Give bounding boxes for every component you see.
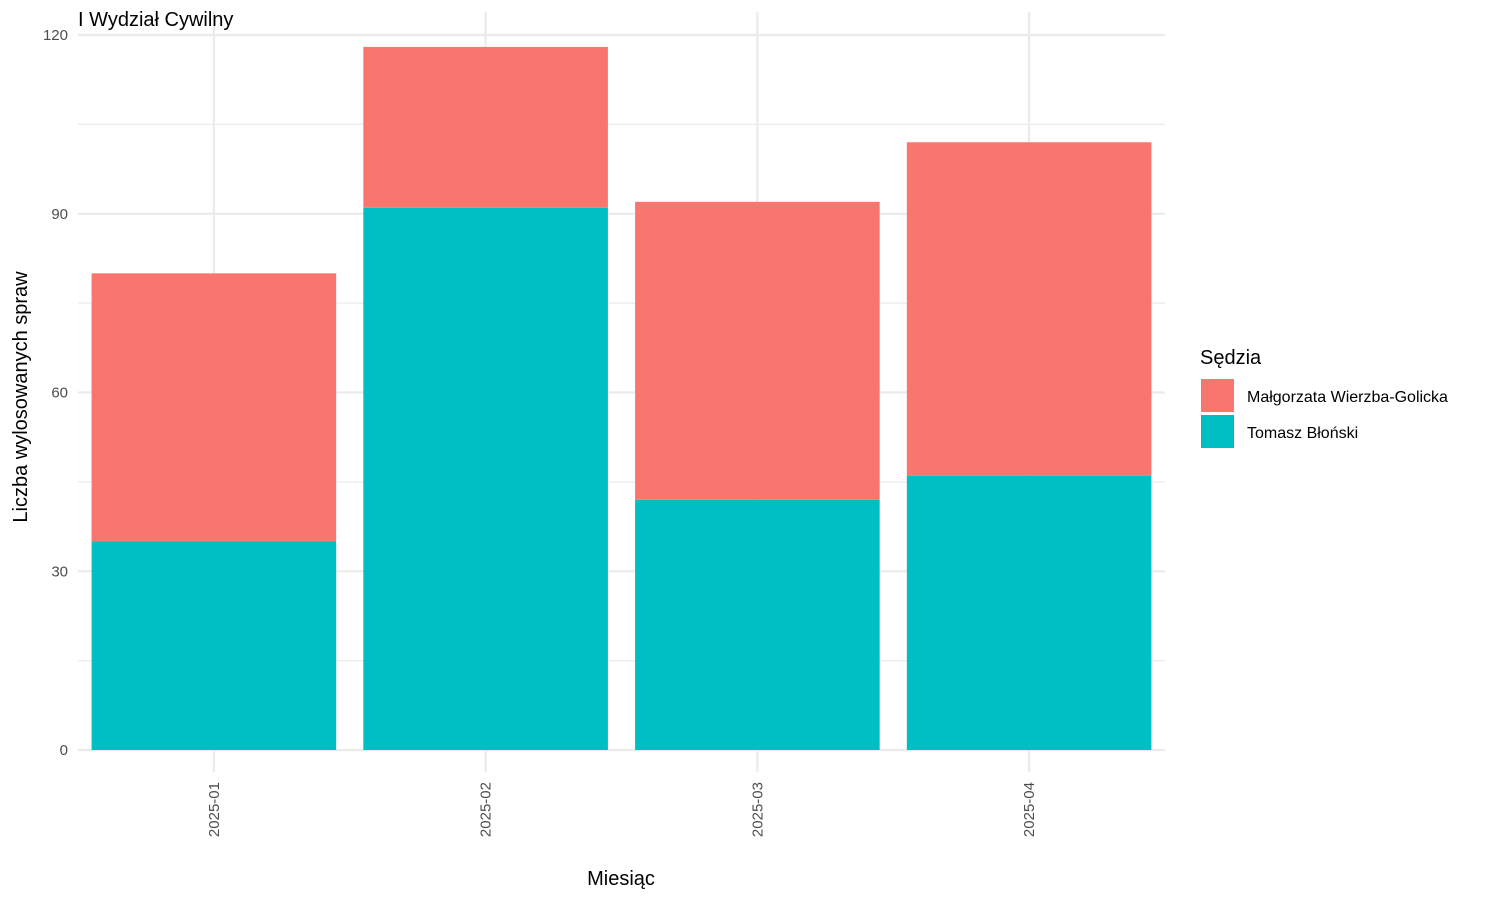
x-tick-label: 2025-03 — [749, 782, 766, 837]
bar-segment — [363, 207, 608, 750]
legend-swatch — [1201, 415, 1234, 448]
x-axis-ticks: 2025-01 2025-02 2025-03 2025-04 — [206, 782, 1038, 837]
y-axis-title: Liczba wylosowanych spraw — [10, 271, 32, 523]
y-tick-label: 30 — [51, 563, 68, 580]
legend: Sędzia Małgorzata Wierzba-Golicka Tomasz … — [1200, 347, 1448, 448]
x-tick-label: 2025-02 — [478, 782, 495, 837]
y-tick-label: 60 — [51, 385, 68, 402]
bar-segment — [635, 201, 880, 500]
bar-segment — [363, 46, 608, 208]
y-axis-ticks: 0 30 60 90 120 — [43, 27, 68, 759]
legend-label: Tomasz Błoński — [1247, 425, 1358, 442]
y-tick-label: 90 — [51, 206, 68, 223]
bar-segment — [91, 273, 337, 542]
legend-label: Małgorzata Wierzba-Golicka — [1247, 389, 1448, 406]
legend-swatch — [1201, 379, 1234, 412]
bar-segment — [91, 541, 337, 750]
x-axis-title: Miesiąc — [587, 868, 655, 890]
bar-segment — [635, 499, 880, 750]
x-tick-label: 2025-04 — [1021, 782, 1038, 837]
bar-segment — [906, 142, 1152, 476]
legend-title: Sędzia — [1200, 347, 1262, 369]
legend-items: Małgorzata Wierzba-Golicka Tomasz Błoński — [1201, 379, 1448, 448]
bar-segment — [906, 475, 1152, 750]
bars — [91, 46, 1152, 750]
x-tick-label: 2025-01 — [206, 782, 223, 837]
chart-title: I Wydział Cywilny — [78, 9, 233, 31]
y-tick-label: 120 — [43, 27, 68, 44]
y-tick-label: 0 — [60, 742, 68, 759]
